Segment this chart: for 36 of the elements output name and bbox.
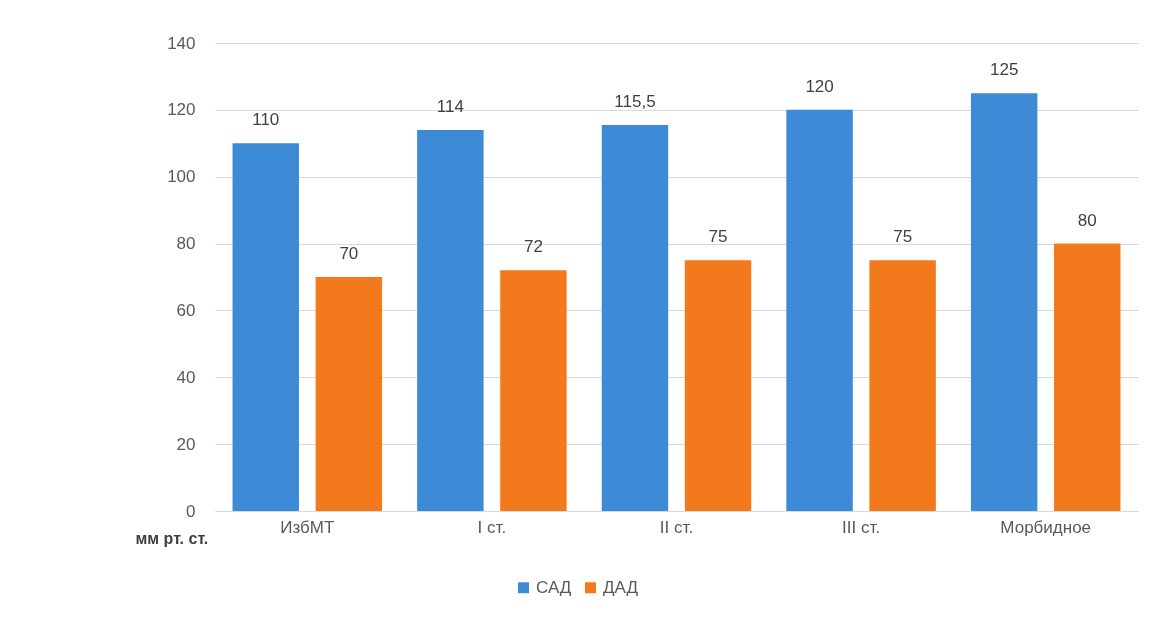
bar xyxy=(232,143,299,511)
data-label: 114 xyxy=(436,96,464,116)
bar xyxy=(970,93,1038,511)
y-tick-label: 100 xyxy=(167,167,196,187)
bar xyxy=(684,260,752,511)
bar xyxy=(500,270,567,511)
y-tick-label: 120 xyxy=(167,100,196,120)
x-tick-label: I ст. xyxy=(477,517,507,537)
y-axis-title: мм рт. ст. xyxy=(135,529,209,547)
bar xyxy=(869,260,936,511)
x-tick-label: ИзбМТ xyxy=(280,517,335,537)
x-tick-label: II ст. xyxy=(659,517,694,537)
bar xyxy=(786,109,853,511)
x-tick-label: Морбидное xyxy=(1000,517,1092,537)
data-label: 110 xyxy=(252,110,280,130)
legend-label: ДАД xyxy=(603,577,639,597)
data-label: 75 xyxy=(708,227,728,247)
data-label: 115,5 xyxy=(614,91,656,111)
y-tick-label: 40 xyxy=(176,367,196,387)
legend-label: САД xyxy=(536,577,572,597)
data-label: 72 xyxy=(523,237,543,257)
y-tick-label: 20 xyxy=(176,434,196,454)
data-label: 80 xyxy=(1077,210,1097,230)
data-label: 120 xyxy=(805,76,834,96)
y-tick-label: 140 xyxy=(167,33,196,53)
data-label: 125 xyxy=(989,60,1019,80)
bar xyxy=(417,129,484,511)
x-tick-label: III ст. xyxy=(842,517,881,537)
bar xyxy=(601,124,669,511)
y-tick-label: 80 xyxy=(176,234,196,254)
y-tick-label: 0 xyxy=(186,501,196,521)
bar xyxy=(315,277,383,511)
data-label: 75 xyxy=(893,227,913,247)
data-label: 70 xyxy=(339,244,359,263)
y-tick-label: 60 xyxy=(176,300,196,320)
bar xyxy=(1054,243,1121,511)
